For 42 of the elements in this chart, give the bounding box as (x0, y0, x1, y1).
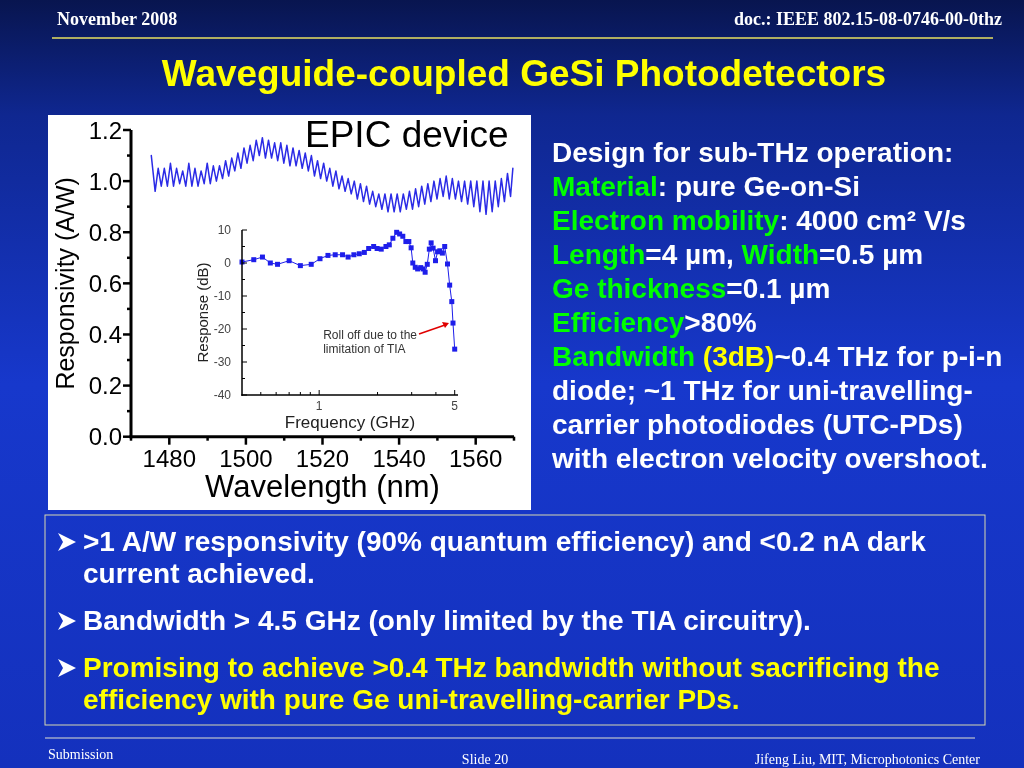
text: Bandwidth (3dB)~0.4 THz for p-i-n diode; ~1 THz for uni-travelling-carrier photodiodes (UTC-PDs) with electron velocity overshoot. (551, 341, 1003, 474)
y-axis-title: Response (dB) (194, 262, 211, 363)
x-tick-label: 1480 (142, 444, 196, 472)
y-axis-title: Responsivity (A/W) (51, 177, 79, 390)
text: Electron mobility: 4000 cm² V/s (552, 205, 966, 236)
y-tick-label: 10 (217, 223, 232, 238)
text: Material: pure Ge-on-Si (552, 171, 861, 202)
x-axis-title: Frequency (GHz) (284, 413, 416, 432)
text: Slide 20 (461, 752, 509, 767)
x-tick-label: 1520 (295, 444, 350, 472)
y-tick-label: 0.4 (88, 321, 122, 349)
y-tick-label: 0.6 (88, 269, 122, 297)
y-tick-label: 1.2 (88, 116, 122, 144)
text: Design for sub-THz operation: (552, 137, 954, 168)
y-tick-label: 0 (224, 256, 232, 271)
annotation: EPIC device (305, 114, 509, 155)
text: Length=4 µm, Width=0.5 µm (552, 239, 924, 270)
text: doc.: IEEE 802.15-08-0746-00-0thz (734, 9, 1002, 29)
annotation: Roll off due to the limitation of TIA (323, 328, 418, 357)
text: >1 A/W responsivity (90% quantum efficiency) and <0.2 nA dark current achieved. (83, 526, 927, 589)
text: Promising to achieve >0.4 THz bandwidth without sacrificing the efficiency with pure Ge uni-travelling-carrier PDs. (83, 652, 940, 715)
y-tick-label: 0.2 (88, 372, 122, 400)
y-tick-label: 0.8 (88, 218, 122, 246)
x-axis-title: Wavelength (nm) (205, 469, 440, 504)
chart-title: Waveguide-coupled GeSi Photodetectors (161, 53, 887, 94)
x-tick-label: 1560 (449, 444, 503, 472)
text: Bandwidth > 4.5 GHz (only limited by the TIA circuitry). (83, 605, 811, 636)
x-tick-label: 5 (451, 399, 459, 413)
x-tick-label: 1500 (219, 444, 273, 472)
text: November 2008 (57, 9, 178, 29)
x-tick-label: 1540 (372, 444, 426, 472)
y-tick-label: 0.0 (88, 423, 122, 451)
y-tick-label: 1.0 (88, 167, 122, 195)
y-tick-label: -10 (213, 289, 232, 304)
text: Jifeng Liu, MIT, Microphotonics Center (754, 752, 981, 767)
y-tick-label: -40 (213, 388, 232, 403)
y-tick-label: -30 (213, 355, 232, 370)
text: Efficiency>80% (552, 307, 757, 338)
text: Submission (48, 747, 114, 762)
x-tick-label: 1 (315, 399, 323, 413)
y-tick-label: -20 (213, 322, 232, 337)
text: Ge thickness=0.1 µm (552, 273, 831, 304)
